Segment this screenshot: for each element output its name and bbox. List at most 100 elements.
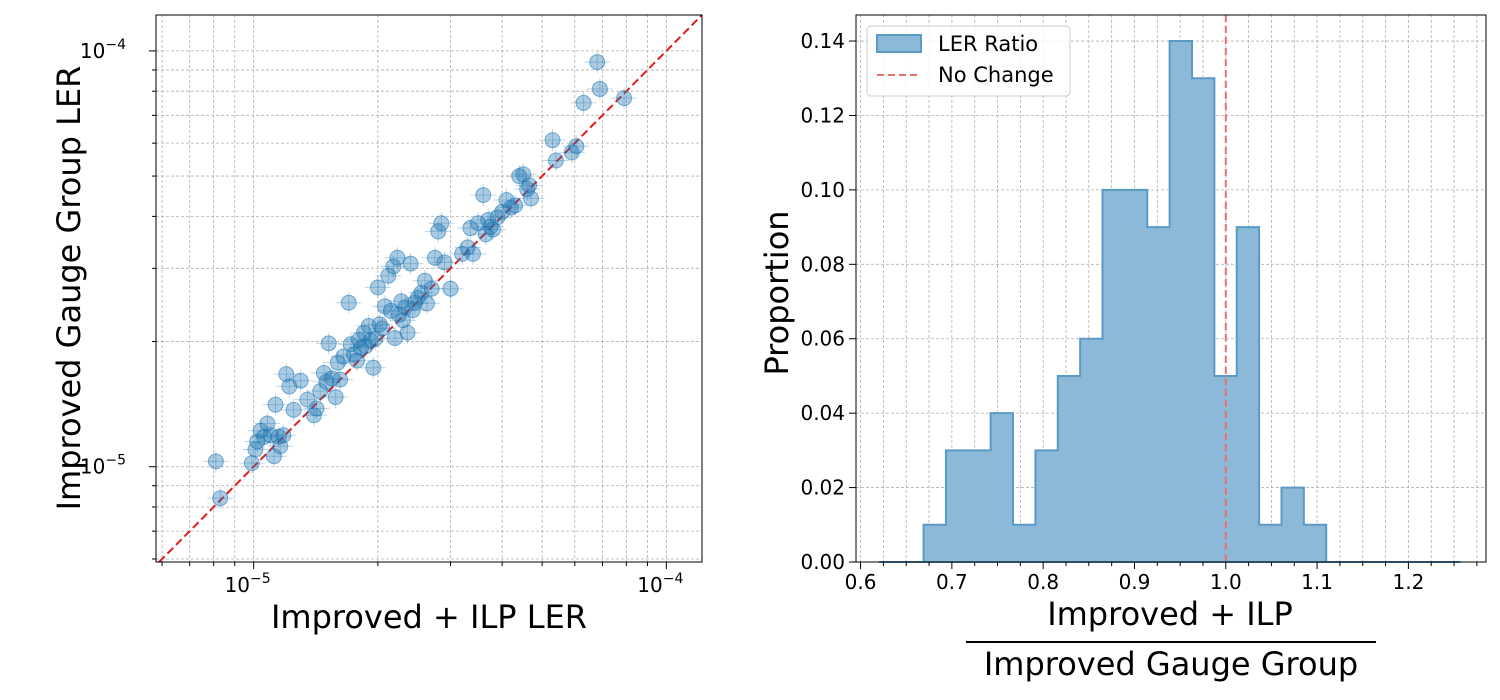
- point-marker: [616, 90, 633, 107]
- x-tick-label: 0.7: [936, 570, 968, 594]
- point-marker: [278, 366, 295, 383]
- point-marker: [329, 354, 346, 371]
- data-point: [428, 212, 455, 235]
- y-tick-label: 10−5: [80, 453, 126, 479]
- data-point: [324, 351, 351, 374]
- point-marker: [369, 279, 386, 296]
- point-marker: [430, 223, 447, 240]
- data-point: [394, 321, 421, 344]
- data-point: [408, 281, 435, 304]
- x-tick-label: 0.9: [1119, 570, 1151, 594]
- data-point: [459, 242, 486, 265]
- point-marker: [436, 254, 453, 271]
- point-marker: [544, 132, 561, 149]
- point-marker: [475, 187, 492, 204]
- scatter-y-axis-label: Improved Gauge Group LER: [50, 66, 88, 511]
- data-point: [449, 242, 476, 265]
- point-marker: [340, 294, 357, 311]
- data-point: [437, 277, 464, 300]
- point-marker: [348, 352, 365, 369]
- histogram-step-area: [878, 40, 1461, 563]
- data-point: [479, 218, 506, 241]
- legend-ler-ratio-label: LER Ratio: [938, 32, 1038, 56]
- data-point: [364, 276, 391, 299]
- data-point: [337, 333, 364, 356]
- histogram-bars: [878, 40, 1461, 563]
- x-tick-label: 1.0: [1210, 570, 1242, 594]
- histogram-x-axis-label-denominator: Improved Gauge Group: [984, 645, 1358, 683]
- point-marker: [374, 320, 391, 337]
- point-marker: [521, 177, 538, 194]
- point-marker: [265, 448, 282, 465]
- data-point: [539, 129, 566, 152]
- data-point: [418, 277, 445, 300]
- data-point: [315, 332, 342, 355]
- point-marker: [267, 396, 284, 413]
- data-point: [570, 91, 597, 114]
- point-marker: [380, 267, 397, 284]
- point-marker: [442, 280, 459, 297]
- histogram-panel: 0.6 0.7 0.8 0.9 1.0 1.1 1.2 0.00 0.02 0.04 0.06 0.0…: [758, 14, 1487, 683]
- point-marker: [394, 312, 411, 329]
- data-point: [611, 87, 638, 110]
- data-point: [425, 220, 452, 243]
- point-marker: [292, 372, 309, 389]
- reference-line-y-equals-x: [158, 14, 703, 563]
- legend-no-change-label: No Change: [938, 63, 1054, 87]
- data-point: [389, 309, 416, 332]
- y-tick-label: 10−4: [80, 37, 126, 63]
- data-point: [506, 165, 533, 188]
- y-tick-label: 0.06: [800, 327, 845, 351]
- data-point: [542, 149, 569, 172]
- point-marker: [464, 245, 481, 262]
- point-marker: [399, 324, 416, 341]
- data-point: [262, 393, 289, 416]
- data-point: [287, 369, 314, 392]
- point-marker: [308, 400, 325, 417]
- data-point: [413, 292, 440, 315]
- point-marker: [433, 215, 450, 232]
- data-point: [280, 398, 307, 421]
- y-tick-label: 0.00: [800, 550, 845, 574]
- point-marker: [459, 239, 476, 256]
- data-point: [257, 424, 284, 447]
- point-marker: [511, 168, 528, 185]
- y-tick-label: 0.02: [800, 476, 845, 500]
- point-marker: [243, 455, 260, 472]
- data-point: [303, 397, 330, 420]
- scatter-ticks: 10−5 10−4 10−5 10−4: [80, 37, 684, 597]
- x-tick-label: 0.8: [1027, 570, 1059, 594]
- data-point: [335, 291, 362, 314]
- data-point: [465, 212, 492, 235]
- point-marker: [207, 453, 224, 470]
- scatter-panel: 10−5 10−4 10−5 10−4 Improved + ILP LER Impr…: [50, 14, 703, 636]
- x-tick-label: 10−5: [225, 571, 271, 597]
- scatter-points: [202, 51, 638, 510]
- y-tick-label: 0.10: [800, 178, 845, 202]
- point-marker: [591, 80, 608, 97]
- point-marker: [494, 203, 511, 220]
- data-point: [384, 246, 411, 269]
- point-marker: [418, 295, 435, 312]
- point-marker: [589, 54, 606, 71]
- data-point: [497, 196, 524, 219]
- point-marker: [212, 490, 229, 507]
- point-marker: [247, 441, 264, 458]
- data-point: [493, 188, 520, 211]
- data-point: [360, 356, 387, 379]
- point-marker: [480, 212, 497, 229]
- point-marker: [423, 280, 440, 297]
- data-point: [202, 450, 229, 473]
- point-marker: [470, 215, 487, 232]
- data-point: [307, 380, 334, 403]
- data-point: [369, 317, 396, 340]
- y-tick-label: 0.04: [800, 401, 845, 425]
- point-marker: [275, 427, 292, 444]
- histogram-x-axis-label-numerator: Improved + ILP: [1047, 595, 1293, 633]
- data-point: [421, 246, 448, 269]
- data-point: [502, 194, 529, 217]
- point-marker: [547, 152, 564, 169]
- point-marker: [502, 199, 519, 216]
- data-point: [454, 236, 481, 259]
- legend-ler-ratio-patch: [876, 34, 922, 53]
